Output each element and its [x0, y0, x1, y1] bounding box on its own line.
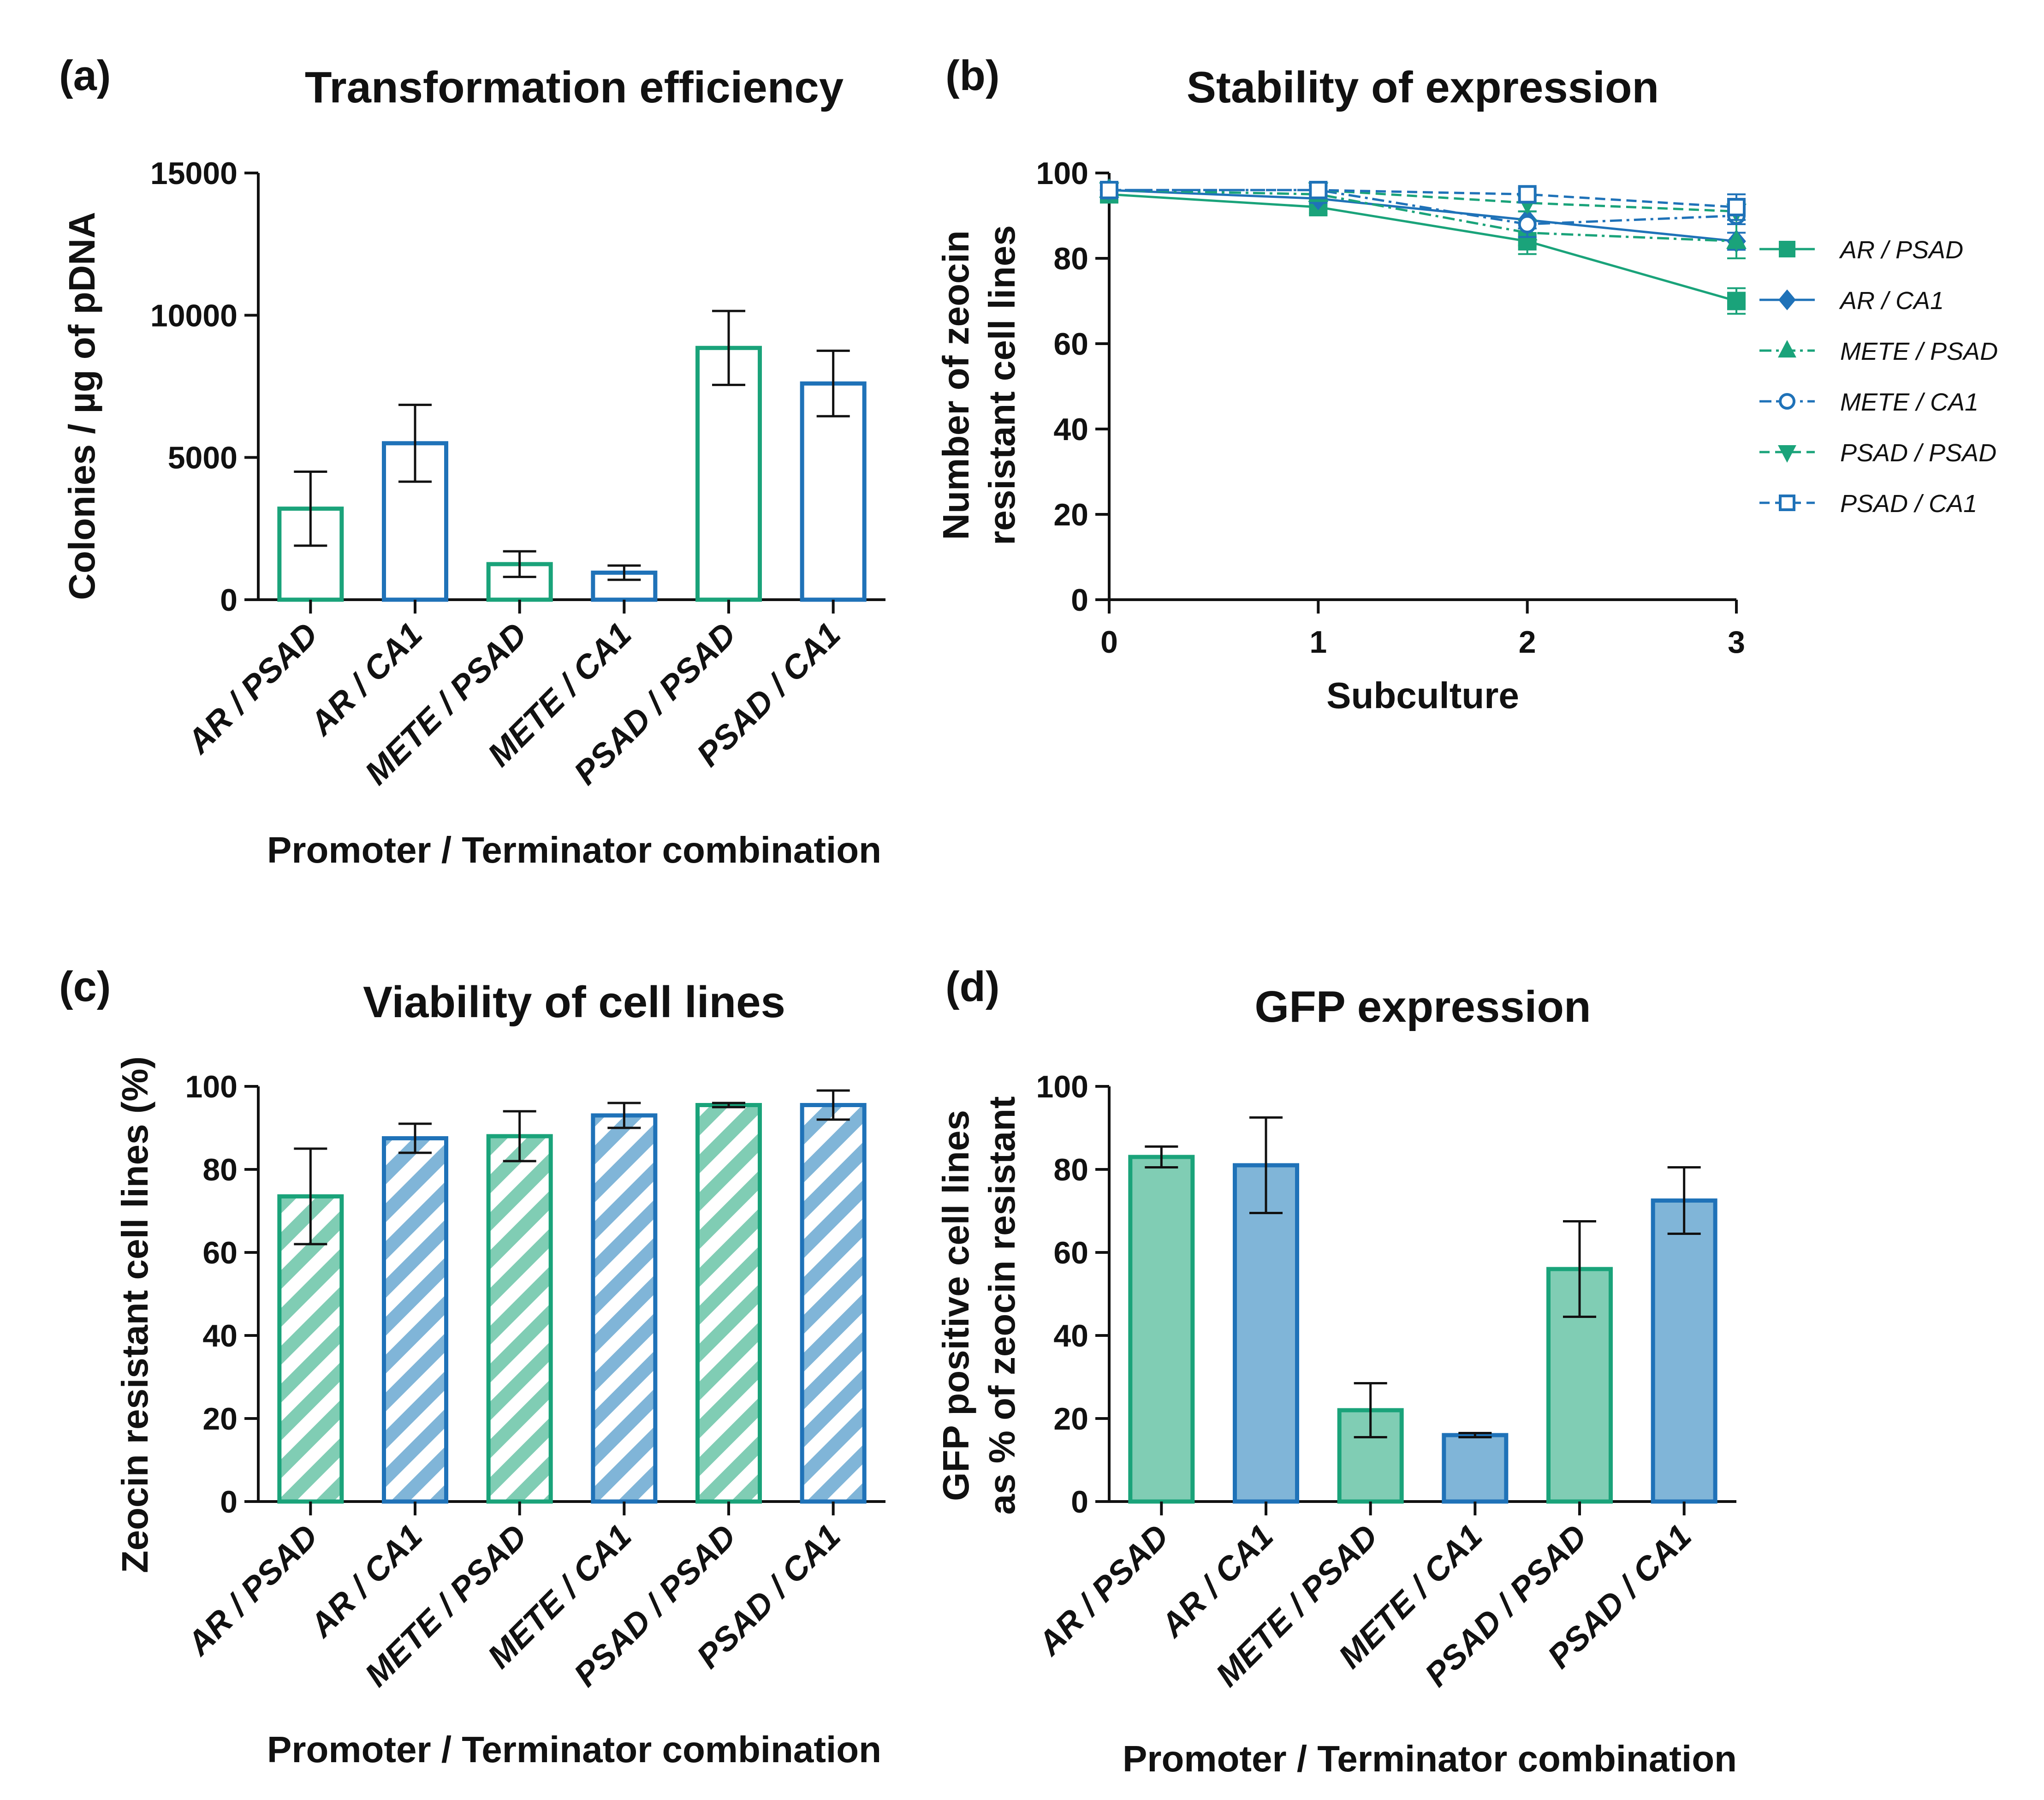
legend-label: PSAD / PSAD [1840, 439, 1996, 467]
series-line [1109, 193, 1737, 302]
y-tick-label: 10000 [150, 298, 238, 333]
panel-b-stability-of-expression: (b) Stability of expression Number of ze… [935, 52, 1998, 716]
bar [1128, 1155, 1195, 1504]
y-tick-label: 0 [220, 583, 238, 618]
y-tick-label: 60 [202, 1235, 238, 1270]
y-tick-label: 40 [1053, 1318, 1088, 1353]
panel-d-x-axis-label: Promoter / Terminator combination [1123, 1738, 1737, 1779]
y-tick-label: 5000 [168, 441, 238, 476]
panel-b-x-axis-label: Subculture [1326, 675, 1519, 716]
y-tick-label: 0 [1071, 583, 1088, 618]
data-point [1726, 229, 1747, 249]
y-tick-label: 100 [185, 1069, 238, 1104]
panel-b-y-axis-label-line2: resistant cell lines [981, 225, 1022, 545]
y-tick-label: 60 [1053, 1235, 1088, 1270]
y-tick-label: 80 [1053, 241, 1088, 276]
series-line [1109, 189, 1737, 226]
bar [382, 1136, 448, 1504]
panel-a-y-axis-label: Colonies / µg of pDNA [61, 212, 102, 600]
legend-label: PSAD / CA1 [1840, 490, 1977, 518]
y-tick-label: 20 [1053, 1401, 1088, 1436]
x-tick-label: 0 [1100, 625, 1118, 660]
panel-b-legend: AR / PSAD AR / CA1 METE / PSAD METE / CA1 PS… [1759, 236, 1998, 518]
panel-a-transformation-efficiency: (a) Transformation efficiency Colonies /… [59, 52, 885, 870]
y-tick-label: 40 [202, 1318, 238, 1353]
panel-d-y-axis-label-line2: as % of zeocin resistant [981, 1097, 1022, 1515]
panel-d-title: GFP expression [1254, 982, 1591, 1031]
panel-c-viability-of-cell-lines: (c) Viability of cell lines Zeocin resis… [59, 963, 885, 1770]
legend-marker [1779, 495, 1795, 511]
bar [591, 1113, 658, 1504]
legend-label: AR / CA1 [1839, 287, 1944, 315]
bar [695, 1103, 762, 1504]
series-line [1109, 189, 1737, 243]
legend-marker [1778, 289, 1796, 310]
legend-marker [1779, 393, 1795, 410]
bar [1233, 1163, 1299, 1504]
panel-c-x-axis-label: Promoter / Terminator combination [267, 1729, 881, 1770]
data-point [1727, 198, 1746, 216]
panel-a-letter: (a) [59, 52, 111, 99]
legend-marker [1779, 241, 1795, 257]
panel-c-letter: (c) [59, 963, 111, 1010]
data-point [1100, 181, 1118, 199]
y-tick-label: 80 [202, 1152, 238, 1187]
legend-marker [1778, 340, 1796, 358]
y-tick-label: 100 [1036, 156, 1088, 191]
panel-c-title: Viability of cell lines [363, 977, 785, 1027]
bar [1442, 1433, 1509, 1504]
legend-label: AR / PSAD [1839, 236, 1963, 264]
legend-label: METE / PSAD [1840, 338, 1998, 365]
panel-b-plot-area: 0 20 40 60 80 100 0 1 2 3 [1036, 156, 1747, 660]
panel-d-y-axis-label-line1: GFP positive cell lines [935, 1110, 976, 1501]
y-tick-label: 100 [1036, 1069, 1088, 1104]
panel-a-title: Transformation efficiency [305, 63, 844, 112]
bar [486, 1134, 553, 1504]
y-tick-label: 20 [202, 1401, 238, 1436]
series-line [1109, 189, 1737, 209]
y-tick-label: 20 [1053, 497, 1088, 532]
x-tick-label: AR / PSAD [1030, 1518, 1176, 1663]
panel-b-y-axis-label-line1: Number of zeocin [935, 230, 976, 540]
legend-label: METE / CA1 [1840, 388, 1979, 416]
y-tick-label: 40 [1053, 412, 1088, 447]
panel-b-letter: (b) [945, 52, 999, 99]
x-tick-label: AR / PSAD [179, 616, 325, 761]
data-point [1518, 215, 1537, 233]
x-tick-label: AR / PSAD [179, 1518, 325, 1663]
legend-marker [1778, 445, 1796, 463]
data-point [1309, 181, 1328, 199]
panel-a-x-axis-label: Promoter / Terminator combination [267, 829, 881, 870]
y-tick-label: 0 [220, 1484, 238, 1520]
data-point [1518, 185, 1537, 204]
panel-b-title: Stability of expression [1187, 63, 1659, 112]
y-tick-label: 15000 [150, 156, 238, 191]
x-tick-label: 3 [1728, 625, 1745, 660]
x-tick-label: 2 [1519, 625, 1536, 660]
bar [1651, 1198, 1717, 1504]
series-line [1109, 189, 1737, 213]
series-line [1109, 189, 1737, 243]
panel-d-gfp-expression: (d) GFP expression GFP positive cell lin… [935, 963, 1737, 1779]
x-tick-label: 1 [1309, 625, 1327, 660]
panel-d-letter: (d) [945, 963, 999, 1010]
bar [800, 1103, 867, 1504]
y-tick-label: 60 [1053, 327, 1088, 362]
data-point [1727, 292, 1746, 310]
y-tick-label: 80 [1053, 1152, 1088, 1187]
y-tick-label: 0 [1071, 1484, 1088, 1520]
panel-c-y-axis-label: Zeocin resistant cell lines (%) [114, 1056, 155, 1573]
